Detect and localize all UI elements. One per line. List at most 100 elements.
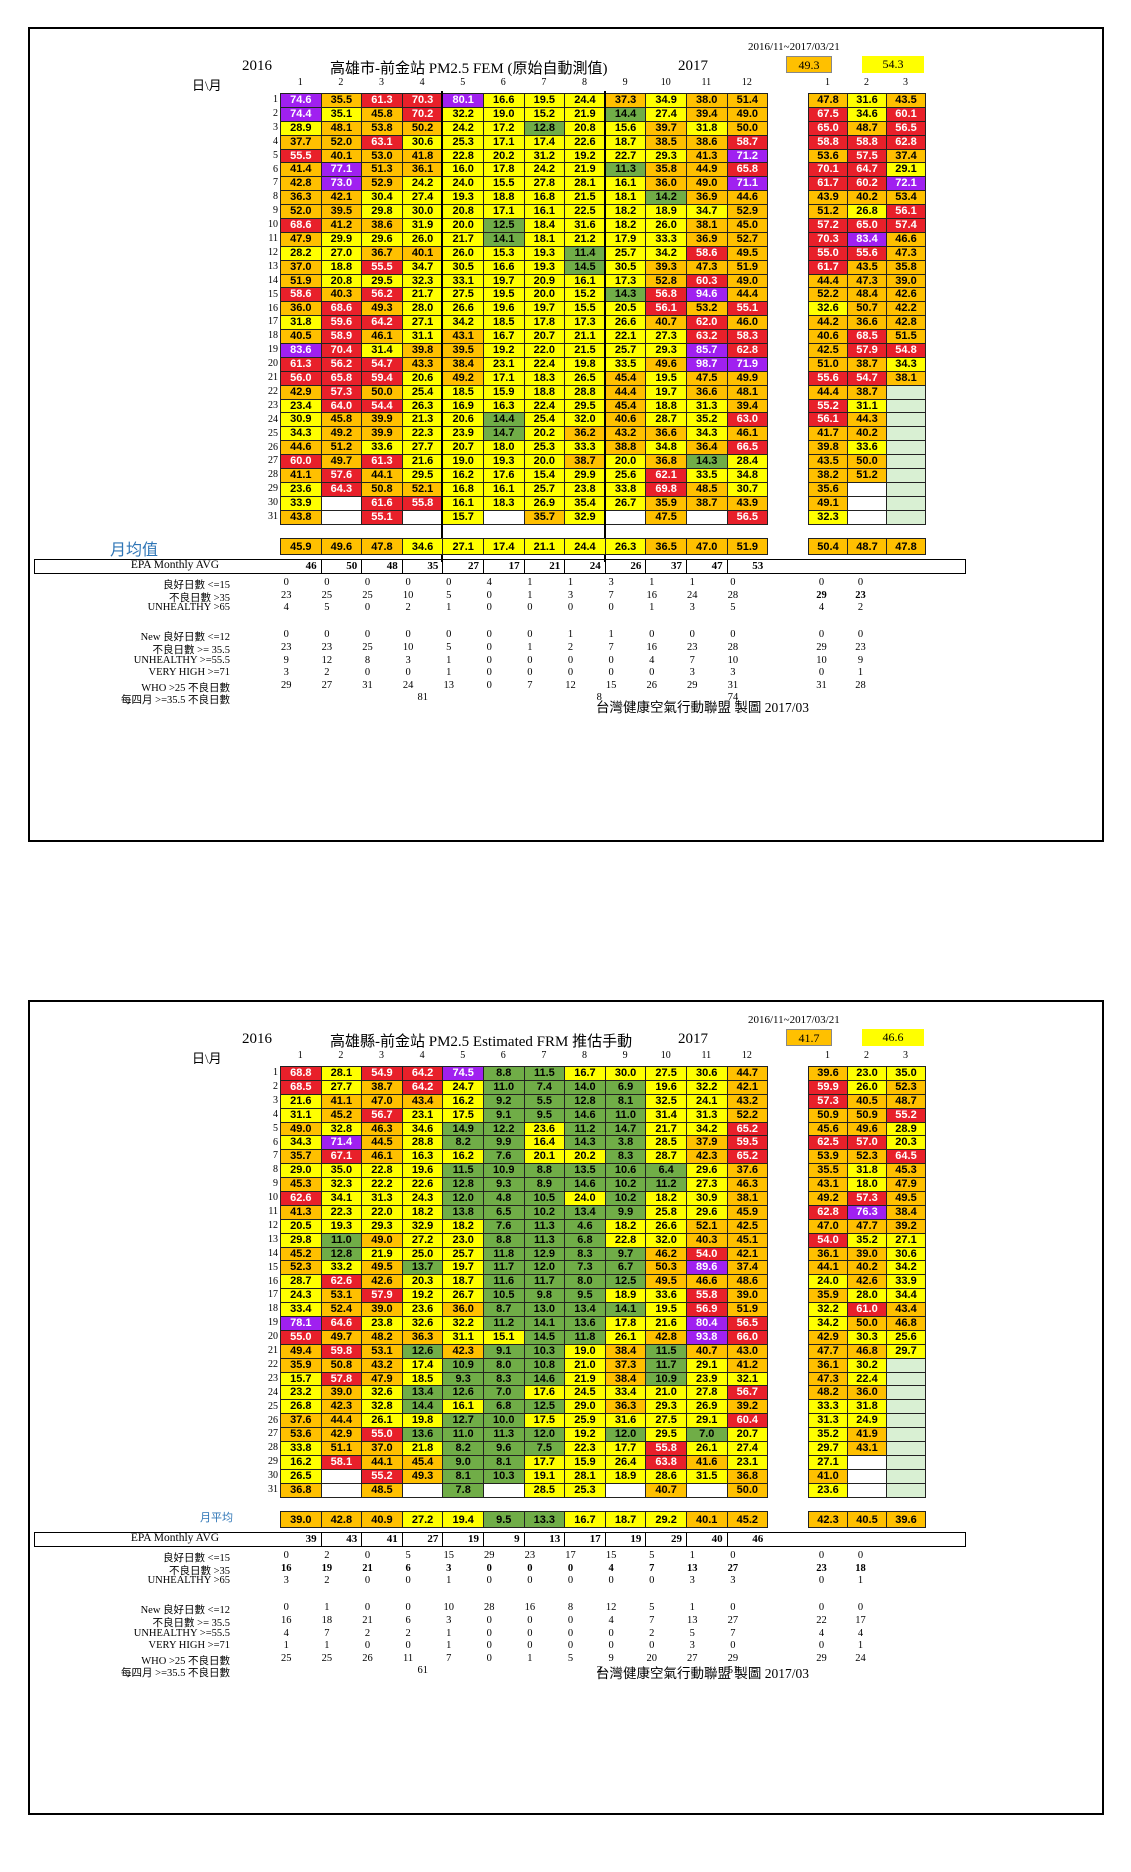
heatmap-cell: 46.3 <box>362 1122 403 1137</box>
heatmap-cell: 61.6 <box>362 496 403 511</box>
heatmap-cell: 42.5 <box>727 1219 769 1234</box>
heatmap-cell: 83.4 <box>848 232 887 247</box>
monthly-average-cell: 40.1 <box>686 1511 728 1528</box>
heatmap-cell: 19.0 <box>443 455 484 470</box>
heatmap-cell: 68.5 <box>848 330 887 345</box>
heatmap-cell: 14.3 <box>686 455 728 470</box>
heatmap-cell: 64.0 <box>321 399 363 414</box>
heatmap-cell: 37.0 <box>281 260 322 275</box>
stat-value-2016: 0 <box>567 1562 574 1574</box>
heatmap-cell: 32.2 <box>809 1303 848 1318</box>
heatmap-cell: 35.2 <box>686 413 728 428</box>
stat-value-2016: 21 <box>362 1614 373 1626</box>
heatmap-cell: 32.9 <box>565 510 606 525</box>
stat-row-label: UNHEALTHY >65 <box>147 602 230 614</box>
epa-monthly-avg-box <box>34 558 966 574</box>
stat-value-2016: 5 <box>446 589 452 601</box>
heatmap-cell: 21.5 <box>565 191 606 206</box>
heatmap-cell: 39.0 <box>727 1289 769 1304</box>
heatmap-cell: 18.5 <box>483 316 525 331</box>
heatmap-cell: 43.8 <box>281 510 322 525</box>
day-label: 1 <box>273 94 278 105</box>
heatmap-cell: 49.3 <box>402 1469 444 1484</box>
stat-value-2016: 6 <box>405 1614 411 1626</box>
stat-value-2016: 0 <box>527 1627 533 1639</box>
stat-value-2016: 0 <box>486 602 492 614</box>
month-header-2016: 1 <box>297 1050 303 1061</box>
heatmap-cell: 28.1 <box>565 1469 606 1484</box>
epa-monthly-avg-value: 19 <box>630 1532 642 1545</box>
heatmap-cell <box>887 496 926 511</box>
heatmap-cell: 36.3 <box>281 191 322 206</box>
heatmap-cell: 40.1 <box>321 149 363 164</box>
heatmap-cell: 7.6 <box>483 1219 525 1234</box>
epa-cell-divider <box>442 1531 444 1547</box>
heatmap-cell: 29.6 <box>686 1205 728 1220</box>
stat-value-2016: 1 <box>567 576 574 588</box>
heatmap-cell: 38.1 <box>686 219 728 233</box>
stat-value-2016: 10 <box>443 1602 454 1614</box>
stat-row-label: WHO >25 不良日數 <box>141 682 230 694</box>
stat-value-2016: 7 <box>649 1562 655 1574</box>
heatmap-cell: 39.0 <box>321 1386 363 1401</box>
stat-value-2016: 28 <box>727 589 739 601</box>
day-label: 23 <box>268 399 278 411</box>
stat-value-2016: 4 <box>486 576 492 588</box>
heatmap-cell <box>887 427 926 442</box>
stat-value-2016: 16 <box>281 1562 292 1574</box>
stat-value-2017: 29 <box>816 641 827 653</box>
stat-value-2016: 0 <box>405 576 411 588</box>
heatmap-cell: 13.4 <box>565 1205 606 1220</box>
heatmap-cell: 24.5 <box>565 1386 606 1401</box>
stat-value-2016: 0 <box>608 654 614 666</box>
heatmap-cell: 26.8 <box>848 205 887 220</box>
heatmap-cell: 54.7 <box>362 357 403 372</box>
heatmap-cell: 49.0 <box>281 1122 322 1137</box>
stat-value-2017: 0 <box>857 629 864 641</box>
heatmap-cell: 17.7 <box>605 1442 647 1456</box>
heatmap-cell: 11.6 <box>483 1275 525 1290</box>
credit-footer: 台灣健康空氣行動聯盟 製圖 2017/03 <box>596 700 810 715</box>
month-header-2016: 6 <box>500 1050 506 1061</box>
day-label: 21 <box>268 372 278 383</box>
heatmap-cell: 14.2 <box>646 191 687 206</box>
heatmap-cell: 35.0 <box>321 1164 363 1179</box>
heatmap-cell: 11.7 <box>483 1261 525 1276</box>
stat-value-2016: 3 <box>608 576 614 588</box>
heatmap-cell: 36.0 <box>443 1303 484 1318</box>
heatmap-cell: 23.6 <box>281 482 322 497</box>
stat-value-2016: 1 <box>689 1602 695 1614</box>
heatmap-cell: 22.4 <box>524 399 566 414</box>
heatmap-cell: 43.4 <box>402 1094 444 1109</box>
epa-monthly-avg-label: EPA Monthly AVG <box>130 1531 220 1544</box>
quarter-divider <box>441 91 444 562</box>
heatmap-cell: 12.6 <box>402 1344 444 1359</box>
heatmap-cell: 39.8 <box>809 441 848 456</box>
epa-monthly-avg-value: 53 <box>752 559 764 572</box>
stat-row-label: UNHEALTHY >=55.5 <box>133 1627 230 1639</box>
stat-value-2016: 28 <box>727 641 739 653</box>
heatmap-cell: 19.5 <box>646 371 687 386</box>
stat-value-2016: 5 <box>405 1549 411 1561</box>
heatmap-cell: 28.7 <box>646 1150 687 1165</box>
heatmap-cell: 35.2 <box>848 1233 887 1248</box>
epa-monthly-avg-value: 40 <box>711 1532 723 1545</box>
heatmap-cell: 45.3 <box>887 1164 926 1179</box>
heatmap-cell: 13.6 <box>402 1428 444 1443</box>
epa-cell-divider <box>564 1531 566 1547</box>
stat-value-2016: 0 <box>486 1627 492 1639</box>
heatmap-cell: 42.3 <box>443 1344 484 1359</box>
heatmap-cell: 52.0 <box>281 205 322 220</box>
heatmap-cell: 14.3 <box>605 288 647 303</box>
heatmap-cell <box>887 1428 926 1443</box>
heatmap-cell: 26.7 <box>443 1289 484 1304</box>
heatmap-cell: 27.4 <box>646 107 687 122</box>
heatmap-cell: 21.6 <box>281 1094 322 1109</box>
heatmap-cell: 22.0 <box>362 1205 403 1220</box>
heatmap-cell: 51.9 <box>727 260 769 275</box>
heatmap-cell: 20.7 <box>727 1428 769 1443</box>
heatmap-cell: 44.4 <box>321 1414 363 1429</box>
heatmap-cell <box>848 1483 887 1498</box>
heatmap-cell: 52.4 <box>321 1303 363 1318</box>
heatmap-cell: 23.1 <box>402 1108 444 1123</box>
